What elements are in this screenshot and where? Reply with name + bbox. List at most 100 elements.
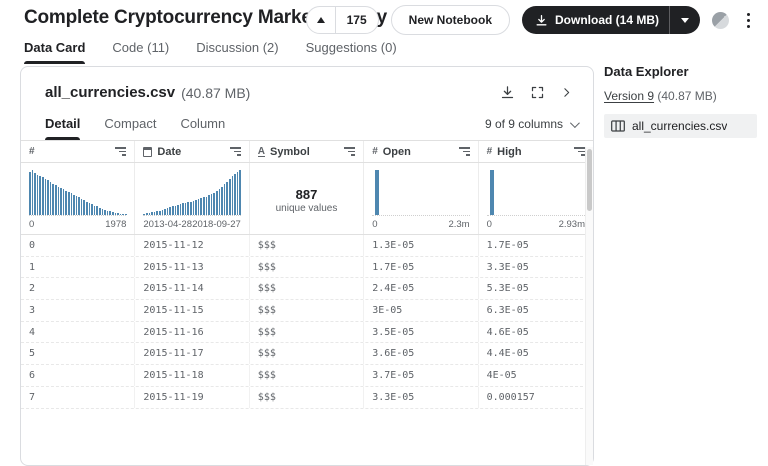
- table-row: 5 2015-11-17 $$$ 3.6E-05 4.4E-05: [21, 343, 593, 366]
- file-item-label: all_currencies.csv: [632, 119, 728, 133]
- columns-selector[interactable]: 9 of 9 columns: [485, 117, 580, 131]
- table-cell: $$$: [250, 235, 365, 256]
- table-cell: 3E-05: [364, 300, 479, 321]
- page-title: Complete Cryptocurrency Market History: [24, 7, 388, 28]
- download-options-button[interactable]: [670, 6, 700, 34]
- data-explorer-sidebar: Data Explorer Version 9 (40.87 MB) all_c…: [604, 64, 757, 138]
- tab-discussion[interactable]: Discussion (2): [196, 40, 279, 55]
- table-body: 0 2015-11-12 $$$ 1.3E-05 1.7E-05 1 2015-11-13 $…: [21, 235, 593, 409]
- table-cell: 3.7E-05: [364, 365, 479, 386]
- table-cell: 2015-11-12: [135, 235, 250, 256]
- table-cell: $$$: [250, 343, 365, 365]
- axis-max-label: 2.93m: [558, 219, 585, 230]
- histogram-cell: 0 2.93m: [479, 163, 593, 234]
- table-cell: $$$: [250, 256, 365, 278]
- column-label: Symbol: [270, 145, 310, 158]
- file-name: all_currencies.csv: [45, 84, 176, 101]
- tab-suggestions[interactable]: Suggestions (0): [305, 40, 397, 55]
- download-button[interactable]: Download (14 MB): [522, 6, 700, 34]
- table-cell: 6: [21, 365, 136, 386]
- table-cell: 3.3E-05: [364, 386, 479, 408]
- histogram-cell: 0 2.3m: [364, 163, 479, 234]
- view-tab-detail[interactable]: Detail: [45, 116, 81, 140]
- table-cell: 1.3E-05: [364, 235, 479, 256]
- table-cell: 2: [21, 278, 136, 300]
- upvote-count[interactable]: 175: [346, 13, 367, 27]
- column-menu-icon[interactable]: [574, 147, 585, 156]
- tab-code[interactable]: Code (11): [112, 40, 170, 55]
- card-header-icons: [500, 85, 573, 100]
- column-label: Open: [382, 145, 411, 158]
- table-row: 2 2015-11-14 $$$ 2.4E-05 5.3E-05: [21, 278, 593, 301]
- view-tabs: Detail Compact Column 9 of 9 columns: [45, 116, 593, 140]
- table-histogram-row: 0 1978 2013-04-28 2018-09-27 887 unique value…: [21, 163, 593, 235]
- download-file-icon[interactable]: [500, 85, 515, 100]
- version-link[interactable]: Version 9: [604, 89, 655, 103]
- table-cell: 5: [21, 343, 136, 365]
- file-size: (40.87 MB): [181, 84, 251, 101]
- table-cell: $$$: [250, 321, 365, 343]
- table-cell: 7: [21, 386, 136, 408]
- axis-min-label: 0: [29, 219, 35, 230]
- axis-min-label: 0: [372, 219, 378, 230]
- download-main[interactable]: Download (14 MB): [522, 6, 669, 34]
- upvote-button[interactable]: 175: [305, 6, 379, 34]
- column-header-date[interactable]: Date: [135, 141, 250, 162]
- column-menu-icon[interactable]: [229, 147, 241, 156]
- table-cell: 4: [21, 321, 136, 343]
- column-menu-icon[interactable]: [344, 147, 356, 156]
- histogram-cell: 887 unique values: [250, 163, 365, 234]
- version-size: (40.87 MB): [657, 89, 717, 103]
- column-menu-icon[interactable]: [115, 147, 127, 156]
- table-row: 3 2015-11-15 $$$ 3E-05 6.3E-05: [21, 300, 593, 322]
- table-cell: 3.5E-05: [364, 321, 479, 343]
- card-header: all_currencies.csv (40.87 MB): [21, 67, 593, 101]
- column-menu-icon[interactable]: [458, 147, 470, 156]
- table-row: 6 2015-11-18 $$$ 3.7E-05 4E-05: [21, 365, 593, 387]
- upvote-arrow[interactable]: [307, 7, 336, 33]
- table-cell: 2015-11-17: [135, 343, 250, 365]
- table-row: 0 2015-11-12 $$$ 1.3E-05 1.7E-05: [21, 235, 593, 257]
- medal-icon[interactable]: [712, 11, 729, 29]
- column-header-index[interactable]: #: [21, 141, 136, 162]
- number-type-icon: #: [486, 146, 493, 157]
- new-notebook-button[interactable]: New Notebook: [390, 5, 510, 35]
- view-tab-column[interactable]: Column: [180, 116, 226, 131]
- table-cell: 0.000157: [486, 391, 535, 403]
- table-cell: 5.3E-05: [486, 283, 529, 295]
- number-type-icon: #: [372, 146, 378, 157]
- table-cell: 4E-05: [486, 369, 517, 381]
- table-cell: 2015-11-14: [135, 278, 250, 300]
- chevron-down-icon: [681, 17, 689, 23]
- more-options-button[interactable]: [741, 9, 756, 32]
- table-cell: $$$: [250, 278, 365, 300]
- header-actions: 175 New Notebook Download (14 MB): [305, 5, 756, 35]
- table-icon: [611, 120, 625, 132]
- view-tab-compact[interactable]: Compact: [104, 116, 157, 131]
- table-cell: 2015-11-16: [135, 321, 250, 343]
- chevron-right-icon[interactable]: [560, 86, 573, 99]
- file-list-item[interactable]: all_currencies.csv: [604, 114, 757, 138]
- download-icon: [536, 14, 547, 25]
- data-preview-card: all_currencies.csv (40.87 MB) Detail Com…: [20, 66, 594, 466]
- histogram: [372, 170, 470, 216]
- table-cell: 4.4E-05: [486, 348, 529, 360]
- table-cell: 2015-11-15: [135, 300, 250, 321]
- column-header-high[interactable]: # High: [479, 141, 593, 162]
- column-header-open[interactable]: # Open: [364, 141, 479, 162]
- table-header-row: # Date A Symbol # Open # High: [21, 140, 593, 163]
- unique-values-summary: 887 unique values: [258, 170, 355, 230]
- table-cell: 1: [21, 256, 136, 278]
- table-row: 1 2015-11-13 $$$ 1.7E-05 3.3E-05: [21, 256, 593, 279]
- histogram: [29, 170, 127, 216]
- download-label: Download (14 MB): [555, 13, 659, 27]
- axis-max-label: 2018-09-27: [192, 219, 241, 230]
- column-header-symbol[interactable]: A Symbol: [250, 141, 365, 162]
- number-type-icon: #: [29, 146, 35, 157]
- vertical-scrollbar[interactable]: [585, 147, 593, 465]
- expand-icon[interactable]: [530, 85, 545, 100]
- tab-data-card[interactable]: Data Card: [24, 40, 86, 64]
- scrollbar-thumb[interactable]: [587, 149, 592, 211]
- axis-max-label: 1978: [105, 219, 127, 230]
- histogram-cell: 2013-04-28 2018-09-27: [135, 163, 250, 234]
